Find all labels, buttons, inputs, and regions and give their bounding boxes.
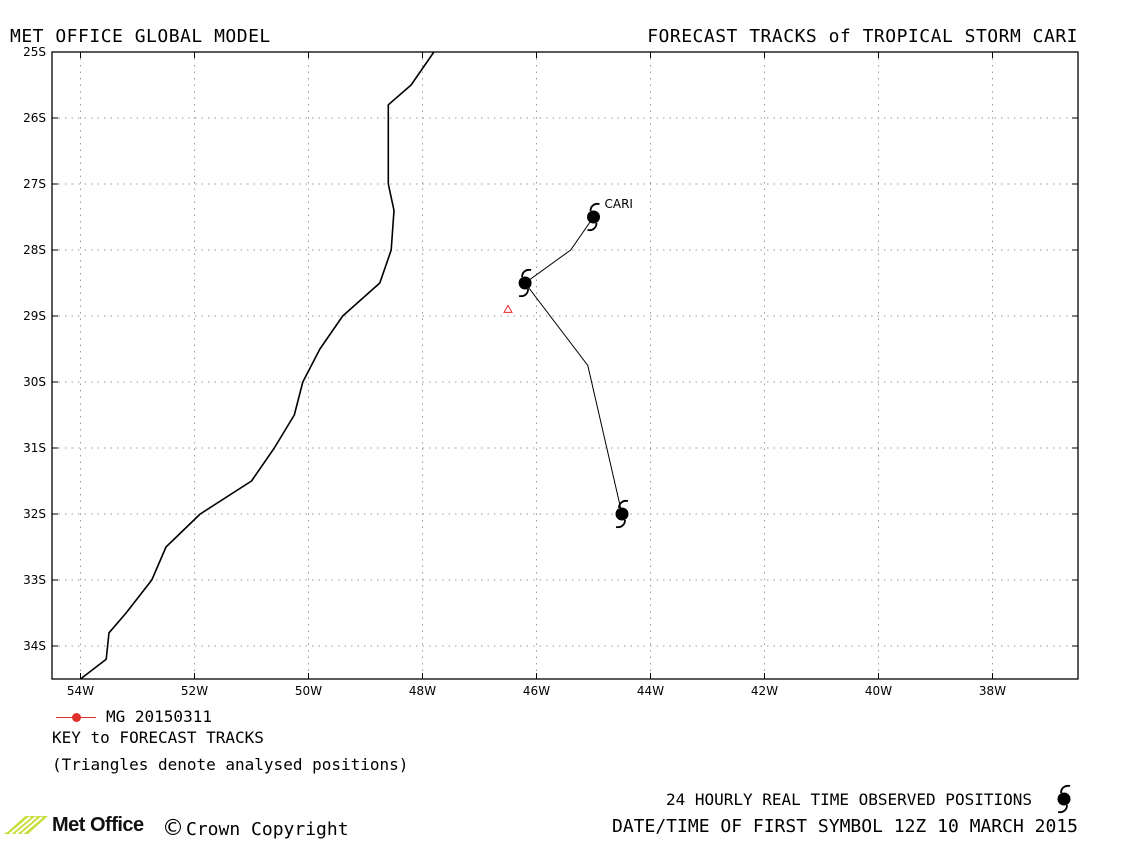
lon-tick-label: 50W bbox=[295, 684, 322, 698]
hurricane-symbol-icon bbox=[1057, 784, 1071, 814]
header-title: MET OFFICE GLOBAL MODEL bbox=[10, 26, 271, 47]
logo-text: Met Office bbox=[52, 813, 144, 836]
legend-dot bbox=[72, 713, 81, 722]
copyright-icon: © bbox=[162, 816, 184, 841]
lon-tick-label: 40W bbox=[865, 684, 892, 698]
chart-title: FORECAST TRACKS of TROPICAL STORM CARI bbox=[647, 26, 1078, 47]
grid-lines bbox=[52, 52, 1078, 679]
storm-arm bbox=[589, 202, 600, 212]
coastline bbox=[80, 51, 435, 680]
lat-tick-label: 31S bbox=[23, 441, 46, 455]
coastline-path bbox=[80, 51, 435, 680]
storm-name-label: CARI bbox=[605, 197, 633, 211]
analysed-position-triangle bbox=[503, 304, 513, 313]
triangles-note: (Triangles denote analysed positions) bbox=[52, 755, 409, 774]
map-frame bbox=[51, 51, 1079, 680]
lon-tick-label: 52W bbox=[181, 684, 208, 698]
storm-center-dot bbox=[587, 210, 600, 224]
forecast-track: CARI bbox=[503, 197, 633, 529]
storm-position-marker bbox=[518, 268, 532, 298]
lat-tick-label: 27S bbox=[23, 177, 46, 191]
lat-tick-label: 28S bbox=[23, 243, 46, 257]
lat-tick-label: 30S bbox=[23, 375, 46, 389]
legend-track-swatch bbox=[56, 713, 96, 722]
storm-center-dot bbox=[518, 276, 532, 290]
lon-tick-label: 54W bbox=[67, 684, 94, 698]
copyright-notice: © Crown Copyright bbox=[162, 816, 349, 841]
forecast-map: CARI 25S 26S 27S 28S 29S 30S 31S 32S 33S 34S 54W 52… bbox=[23, 45, 1079, 698]
observed-positions-note: 24 HOURLY REAL TIME OBSERVED POSITIONS bbox=[665, 790, 1032, 809]
lat-tick-label: 26S bbox=[23, 111, 46, 125]
met-office-stripes-icon bbox=[4, 814, 48, 835]
copyright-text: Crown Copyright bbox=[186, 819, 349, 840]
storm-position-marker bbox=[587, 202, 600, 232]
lon-tick-label: 48W bbox=[409, 684, 436, 698]
storm-position-marker bbox=[615, 499, 629, 529]
storm-arm bbox=[615, 519, 626, 529]
forecast-track-line bbox=[524, 216, 623, 515]
legend-track-label: MG 20150311 bbox=[106, 707, 212, 726]
storm-arm bbox=[518, 288, 529, 298]
lat-tick-label: 33S bbox=[23, 573, 46, 587]
lon-tick-label: 42W bbox=[751, 684, 778, 698]
first-symbol-datetime: DATE/TIME OF FIRST SYMBOL 12Z 10 MARCH 2… bbox=[612, 816, 1078, 837]
met-office-logo: Met Office bbox=[4, 812, 144, 838]
lat-tick-label: 29S bbox=[23, 309, 46, 323]
lon-tick-label: 38W bbox=[979, 684, 1006, 698]
axes: 25S 26S 27S 28S 29S 30S 31S 32S 33S 34S 54W 52W 50W 4… bbox=[23, 45, 1078, 698]
lat-tick-label: 32S bbox=[23, 507, 46, 521]
storm-arm bbox=[587, 222, 598, 232]
storm-center-dot bbox=[615, 507, 629, 521]
key-title: KEY to FORECAST TRACKS bbox=[52, 728, 264, 747]
lat-tick-label: 34S bbox=[23, 639, 46, 653]
storm-arm bbox=[521, 268, 532, 278]
lon-tick-label: 46W bbox=[523, 684, 550, 698]
lon-tick-label: 44W bbox=[637, 684, 664, 698]
storm-arm bbox=[618, 499, 629, 509]
lat-tick-label: 25S bbox=[23, 45, 46, 59]
legend-item-mg: MG 20150311 bbox=[56, 707, 212, 726]
